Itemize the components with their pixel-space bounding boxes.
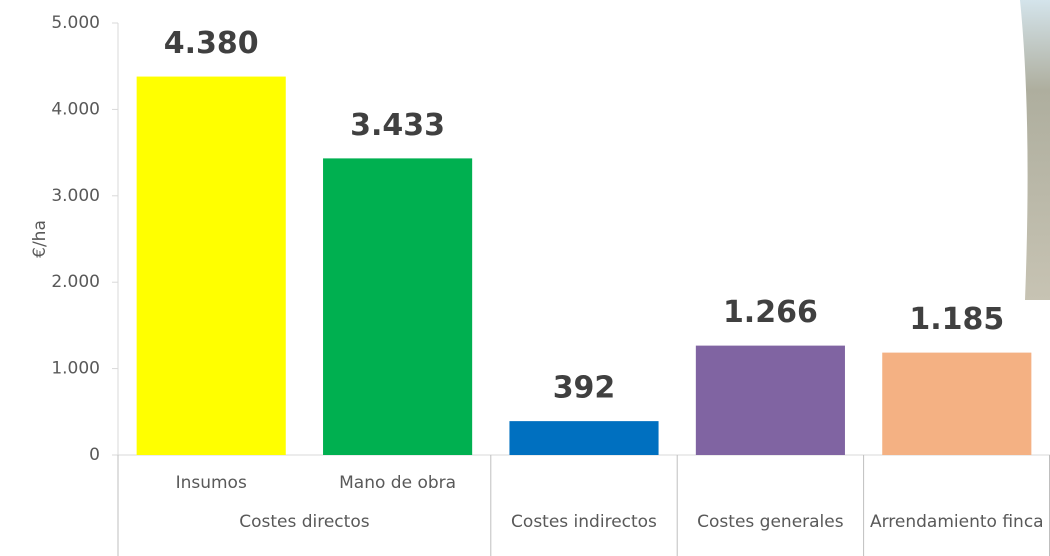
chart: €/ha 0 1.000 2.000 3.000 4.000 5.000 4.380 Insu… <box>0 0 1050 556</box>
value-label: 392 <box>553 371 616 406</box>
y-axis-label: €/ha <box>30 220 50 258</box>
group-label: Costes directos <box>118 512 491 532</box>
group-label-box: Costes directos <box>118 512 491 556</box>
group-label-box: Costes generales <box>677 512 863 556</box>
value-label: 3.433 <box>350 108 445 143</box>
y-tick-label: 4.000 <box>51 99 100 119</box>
y-tick-label: 0 <box>89 445 100 465</box>
value-label: 1.266 <box>723 295 818 330</box>
bar <box>882 353 1031 455</box>
bar <box>137 77 286 455</box>
background-photo <box>1020 0 1050 300</box>
group-label-box: Costes indirectos <box>491 512 677 556</box>
page: €/ha 0 1.000 2.000 3.000 4.000 5.000 4.380 Insu… <box>0 0 1050 556</box>
y-tick-label: 2.000 <box>51 272 100 292</box>
bar <box>509 421 658 455</box>
x-tick-label: Insumos <box>176 473 247 493</box>
group-label-box: Arrendamiento finca <box>864 512 1050 556</box>
y-tick-label: 1.000 <box>51 359 100 379</box>
y-tick-label: 3.000 <box>51 186 100 206</box>
group-label: Costes generales <box>677 512 863 532</box>
x-tick-label: Mano de obra <box>339 473 456 493</box>
value-label: 1.185 <box>909 302 1004 337</box>
group-label: Costes indirectos <box>491 512 677 532</box>
bar <box>323 158 472 455</box>
bar <box>696 346 845 455</box>
y-tick-label: 5.000 <box>51 13 100 33</box>
value-label: 4.380 <box>164 26 259 61</box>
group-label: Arrendamiento finca <box>864 512 1050 532</box>
